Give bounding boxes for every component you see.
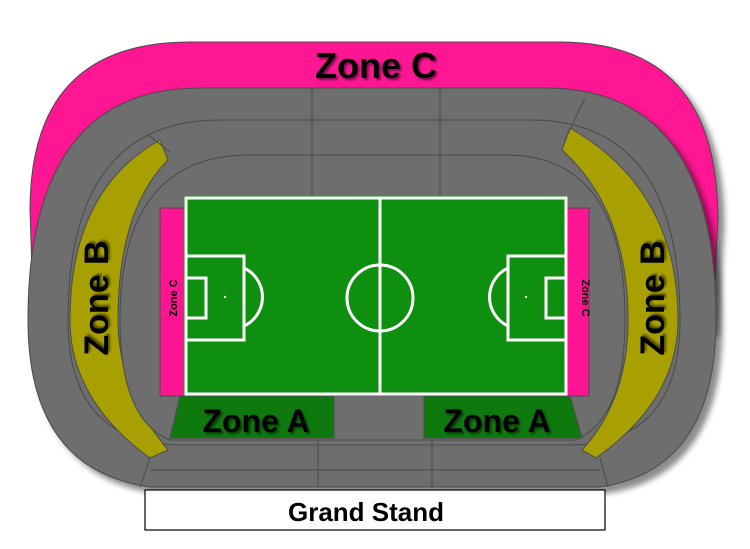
zone-b-left[interactable] [69, 139, 169, 459]
grand-stand-box[interactable] [144, 489, 606, 531]
zone-b-left-label: Zone B [78, 240, 116, 355]
zone-a-right-label: Zone A [443, 403, 550, 439]
zone-c-left-strip[interactable] [159, 207, 187, 397]
zone-b-right-label: Zone B [634, 240, 672, 355]
zone-c-left-label: Zone C [168, 279, 180, 316]
zone-c-right-label: Zone C [579, 279, 591, 316]
zone-c-top-label: Zone C [315, 45, 437, 86]
grand-stand-label: Grand Stand [288, 497, 444, 527]
football-pitch [184, 196, 568, 396]
zone-a-left-label: Zone A [202, 403, 309, 439]
zone-b-right[interactable] [561, 127, 679, 459]
segment-dividers [139, 88, 609, 488]
